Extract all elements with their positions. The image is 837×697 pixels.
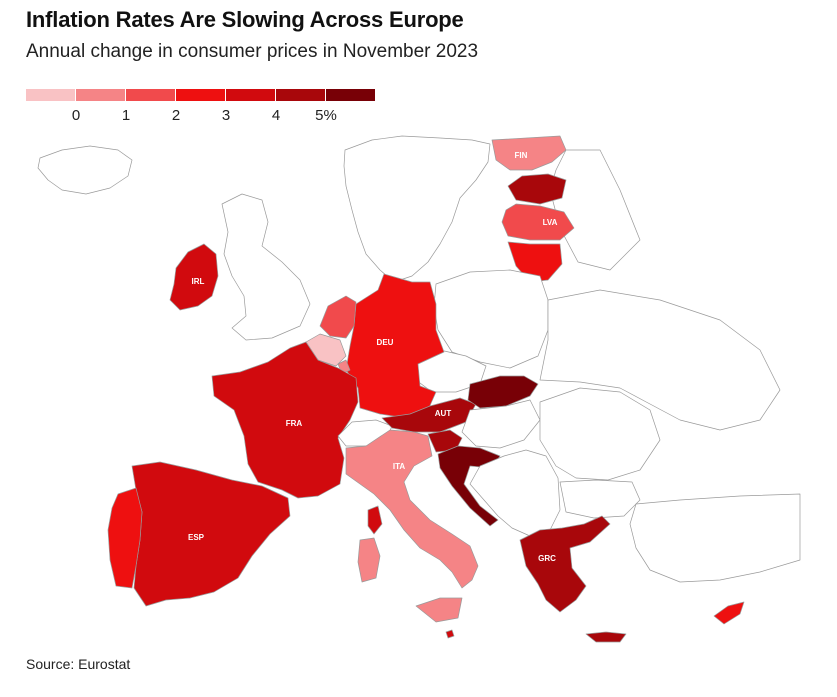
label-esp: ESP	[188, 533, 205, 542]
country-ukraine	[539, 289, 781, 431]
country-ireland	[169, 243, 219, 311]
country-sardinia	[357, 537, 381, 583]
legend-tick-5: 5%	[315, 107, 337, 124]
legend-swatch-above-5	[326, 89, 375, 101]
legend-tick-3: 3	[221, 107, 231, 124]
legend-tick-1: 1	[121, 107, 131, 124]
country-slovenia	[427, 429, 463, 453]
country-sicily	[415, 597, 463, 623]
country-estonia	[507, 173, 567, 205]
chart-subtitle: Annual change in consumer prices in Nove…	[26, 41, 479, 62]
label-grc: GRC	[538, 554, 556, 563]
legend-swatch-0-1	[76, 89, 125, 101]
legend-swatch-2-3	[176, 89, 225, 101]
country-east	[549, 149, 641, 271]
country-france	[211, 341, 359, 499]
chart-title: Inflation Rates Are Slowing Across Europ…	[26, 7, 464, 32]
legend-swatch-4-5	[276, 89, 325, 101]
country-malta	[445, 629, 455, 639]
label-ita: ITA	[393, 462, 406, 471]
country-slovakia	[467, 375, 539, 409]
country-uk	[221, 193, 311, 341]
legend-swatch-1-2	[126, 89, 175, 101]
label-lva: LVA	[543, 218, 558, 227]
country-netherlands	[319, 295, 357, 339]
legend-tick-0: 0	[71, 107, 81, 124]
country-bulgaria	[559, 479, 641, 519]
country-germany	[345, 273, 445, 419]
country-portugal	[107, 487, 143, 589]
country-latvia	[501, 203, 575, 241]
legend-tick-4: 4	[271, 107, 281, 124]
country-turkey	[629, 493, 801, 583]
label-fin: FIN	[515, 151, 528, 160]
country-crete	[585, 631, 627, 643]
country-hungary	[461, 399, 541, 449]
country-romania	[539, 387, 661, 481]
color-legend: 0 1 2 3 4 5%	[26, 89, 376, 129]
country-finland	[491, 135, 567, 171]
label-irl: IRL	[192, 277, 205, 286]
source-note: Source: Eurostat	[26, 656, 131, 672]
country-corsica	[367, 505, 383, 535]
legend-tick-2: 2	[171, 107, 181, 124]
label-aut: AUT	[435, 409, 452, 418]
country-iceland	[37, 145, 133, 195]
legend-swatch-3-4	[226, 89, 275, 101]
country-greece	[519, 515, 611, 613]
country-poland	[433, 269, 549, 369]
legend-swatch-below-0	[26, 89, 75, 101]
country-italy	[345, 429, 479, 589]
label-deu: DEU	[377, 338, 394, 347]
label-fra: FRA	[286, 419, 303, 428]
country-cyprus	[713, 601, 745, 625]
country-scandinavia	[343, 135, 491, 283]
